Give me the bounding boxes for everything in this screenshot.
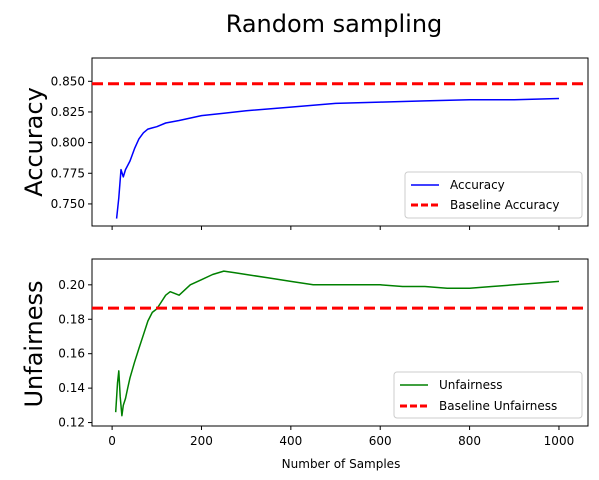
unfairness-legend: Unfairness Baseline Unfairness (393, 371, 583, 419)
unfairness-panel: 0.12 0.14 0.16 0.18 0.20 0 200 400 600 800 1000 U… (20, 258, 589, 448)
accuracy-y-axis-label: Accuracy (20, 87, 48, 197)
accuracy-plot-area (92, 82, 588, 219)
unfairness-legend-label: Unfairness (439, 378, 503, 392)
accuracy-panel: 0.750 0.775 0.800 0.825 0.850 Accuracy Accur… (20, 57, 589, 230)
unfairness-y-ticks: 0.12 0.14 0.16 0.18 0.20 (58, 278, 92, 430)
unfairness-x-tick-label: 1000 (544, 434, 575, 448)
unfairness-x-tick-label: 0 (108, 434, 116, 448)
accuracy-legend-label: Accuracy (450, 178, 505, 192)
accuracy-series-line (115, 97, 560, 219)
accuracy-y-tick-label: 0.800 (51, 136, 85, 150)
unfairness-series-line (114, 270, 560, 417)
unfairness-legend-box (393, 371, 583, 419)
accuracy-y-ticks: 0.750 0.775 0.800 0.825 0.850 (51, 74, 92, 211)
unfairness-x-tick-label: 600 (369, 434, 392, 448)
accuracy-legend-box (404, 171, 583, 219)
baseline-accuracy-legend-label: Baseline Accuracy (450, 198, 559, 212)
accuracy-x-ticks (111, 226, 560, 230)
baseline-unfairness-legend-label: Baseline Unfairness (439, 399, 557, 413)
unfairness-plot-area (92, 270, 588, 417)
unfairness-axes-frame (91, 258, 589, 427)
unfairness-y-tick-label: 0.20 (58, 278, 85, 292)
unfairness-y-axis-label: Unfairness (20, 280, 48, 407)
unfairness-y-tick-label: 0.16 (58, 347, 85, 361)
unfairness-y-tick-label: 0.14 (58, 381, 85, 395)
unfairness-x-tick-label: 200 (190, 434, 213, 448)
chart-title: Random sampling (226, 10, 443, 38)
unfairness-y-tick-label: 0.18 (58, 312, 85, 326)
unfairness-x-tick-label: 400 (279, 434, 302, 448)
accuracy-y-tick-label: 0.825 (51, 105, 85, 119)
accuracy-axes-frame (91, 57, 589, 227)
accuracy-y-tick-label: 0.850 (51, 74, 85, 88)
unfairness-x-ticks: 0 200 400 600 800 1000 (108, 426, 574, 448)
x-axis-label: Number of Samples (282, 457, 401, 471)
unfairness-x-tick-label: 800 (458, 434, 481, 448)
accuracy-y-tick-label: 0.750 (51, 197, 85, 211)
unfairness-y-tick-label: 0.12 (58, 416, 85, 430)
accuracy-legend: Accuracy Baseline Accuracy (404, 171, 583, 219)
accuracy-y-tick-label: 0.775 (51, 166, 85, 180)
